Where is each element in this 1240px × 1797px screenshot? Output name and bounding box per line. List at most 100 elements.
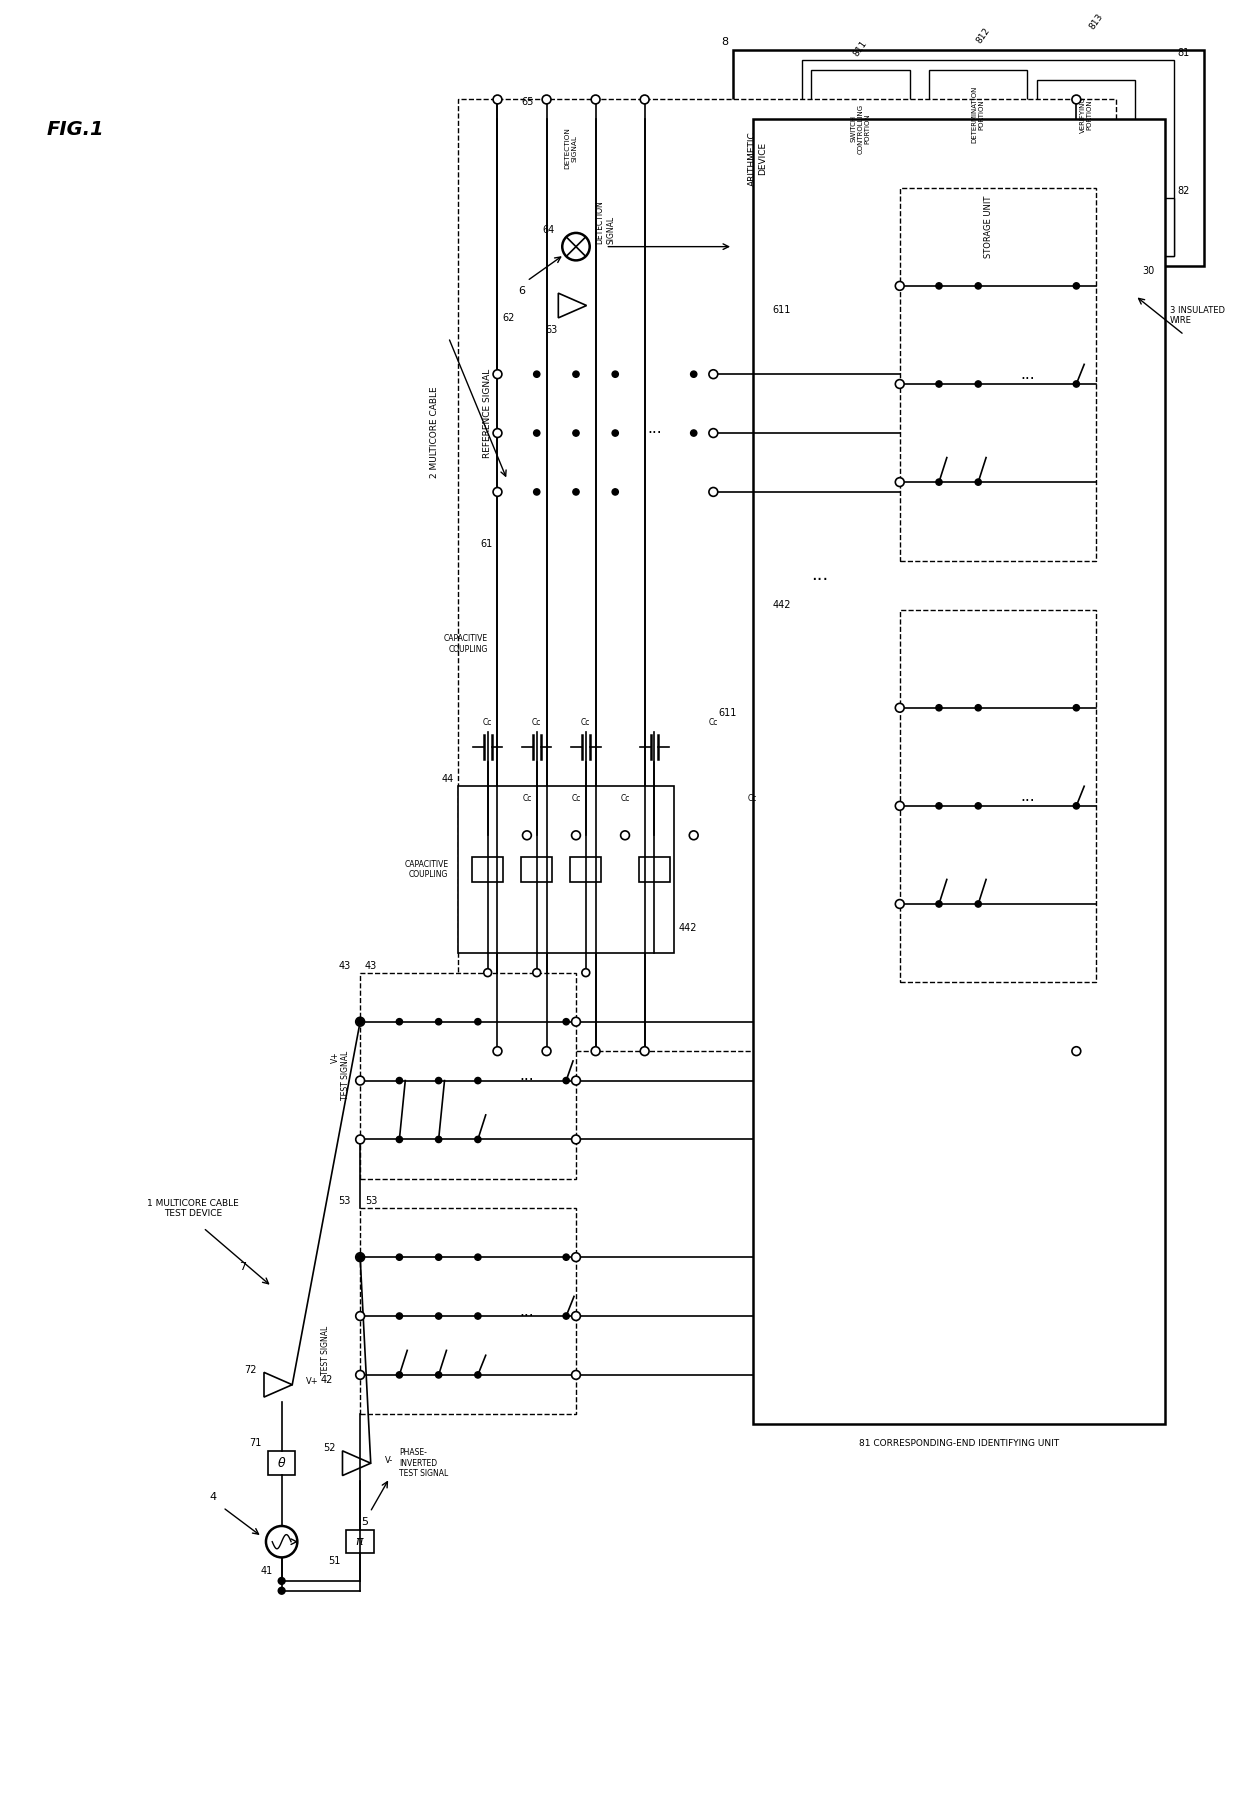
Circle shape	[621, 830, 630, 839]
Text: V+
TEST SIGNAL: V+ TEST SIGNAL	[331, 1051, 351, 1100]
Circle shape	[563, 1019, 569, 1024]
Text: 41: 41	[260, 1567, 273, 1576]
Text: 42: 42	[321, 1375, 334, 1385]
Text: 65: 65	[521, 97, 533, 108]
Text: DETECTION
SIGNAL: DETECTION SIGNAL	[564, 128, 578, 169]
Text: 811: 811	[852, 40, 869, 58]
Bar	[929, 70, 1027, 158]
Text: 812: 812	[975, 27, 992, 45]
Text: 63: 63	[546, 325, 558, 334]
Circle shape	[484, 969, 491, 976]
Bar	[511, 633, 543, 656]
Text: CAPACITIVE
COUPLING: CAPACITIVE COUPLING	[444, 634, 487, 654]
Bar	[268, 1452, 295, 1475]
Text: Cc: Cc	[708, 719, 718, 728]
Circle shape	[572, 1371, 580, 1380]
Circle shape	[265, 1526, 298, 1558]
Text: ARITHMETIC
DEVICE: ARITHMETIC DEVICE	[748, 131, 768, 185]
Bar	[459, 99, 1116, 1051]
Circle shape	[613, 429, 619, 437]
Circle shape	[563, 1314, 569, 1319]
Circle shape	[975, 704, 981, 712]
Bar	[639, 857, 670, 882]
Text: DETERMINATION
PORTION: DETERMINATION PORTION	[972, 86, 985, 144]
Text: 813: 813	[1087, 11, 1105, 31]
Circle shape	[533, 370, 539, 377]
Text: $\pi$: $\pi$	[356, 1535, 365, 1549]
Text: 52: 52	[324, 1443, 336, 1454]
Circle shape	[435, 1371, 441, 1378]
Bar	[521, 857, 553, 882]
Text: 81 CORRESPONDING-END IDENTIFYING UNIT: 81 CORRESPONDING-END IDENTIFYING UNIT	[858, 1439, 1059, 1448]
Circle shape	[572, 1312, 580, 1321]
Circle shape	[691, 370, 697, 377]
Circle shape	[533, 969, 541, 976]
Text: ...: ...	[520, 1303, 534, 1319]
Circle shape	[1071, 1046, 1081, 1055]
Text: 5: 5	[362, 1517, 368, 1527]
Circle shape	[895, 478, 904, 487]
Circle shape	[640, 1046, 649, 1055]
Circle shape	[563, 1078, 569, 1084]
Circle shape	[278, 1578, 285, 1585]
Circle shape	[278, 1587, 285, 1594]
Circle shape	[397, 1078, 403, 1084]
Text: TEST SIGNAL: TEST SIGNAL	[321, 1326, 330, 1375]
Text: FIG.1: FIG.1	[46, 120, 104, 138]
Text: Cc: Cc	[748, 794, 758, 803]
Text: SWITCH
CONTROLLING
PORTION: SWITCH CONTROLLING PORTION	[851, 104, 870, 155]
Circle shape	[895, 379, 904, 388]
Text: 62: 62	[502, 313, 515, 323]
Circle shape	[494, 1046, 502, 1055]
Circle shape	[1073, 803, 1080, 809]
Text: 43: 43	[339, 961, 351, 970]
Circle shape	[475, 1371, 481, 1378]
Text: DETECTION
SIGNAL: DETECTION SIGNAL	[595, 199, 615, 244]
Circle shape	[522, 830, 532, 839]
Circle shape	[542, 95, 551, 104]
Circle shape	[475, 1019, 481, 1024]
Text: 611: 611	[718, 708, 737, 717]
Circle shape	[936, 704, 942, 712]
Text: V-: V-	[384, 1456, 393, 1465]
Text: 6: 6	[518, 286, 526, 297]
Text: ...: ...	[1021, 789, 1034, 803]
Circle shape	[475, 1254, 481, 1260]
Bar	[801, 198, 1174, 257]
Circle shape	[1073, 282, 1080, 289]
Circle shape	[533, 489, 539, 494]
Circle shape	[975, 381, 981, 386]
Circle shape	[709, 429, 718, 437]
Bar	[472, 857, 503, 882]
Text: Cc: Cc	[572, 794, 580, 803]
Text: 64: 64	[542, 225, 554, 235]
Circle shape	[936, 900, 942, 907]
Circle shape	[397, 1254, 403, 1260]
Bar	[360, 1208, 577, 1414]
Circle shape	[895, 703, 904, 712]
Circle shape	[357, 1019, 363, 1024]
Bar	[497, 325, 713, 532]
Text: 442: 442	[773, 600, 791, 609]
Text: 51: 51	[329, 1556, 341, 1567]
Circle shape	[582, 969, 590, 976]
Circle shape	[475, 1314, 481, 1319]
Circle shape	[562, 234, 590, 261]
Circle shape	[397, 1136, 403, 1143]
Circle shape	[975, 282, 981, 289]
Circle shape	[494, 487, 502, 496]
Text: ...: ...	[647, 420, 662, 435]
Circle shape	[1073, 704, 1080, 712]
Bar	[733, 50, 1204, 266]
Circle shape	[936, 282, 942, 289]
Text: 3 INSULATED
WIRE: 3 INSULATED WIRE	[1169, 305, 1225, 325]
Text: ...: ...	[520, 1067, 534, 1084]
Circle shape	[356, 1371, 365, 1380]
Circle shape	[691, 429, 697, 437]
Text: 4: 4	[210, 1493, 217, 1502]
Circle shape	[357, 1254, 363, 1261]
Text: VERIFYING
PORTION: VERIFYING PORTION	[1080, 95, 1092, 133]
Text: 82: 82	[1178, 185, 1189, 196]
Text: 72: 72	[244, 1366, 257, 1375]
Circle shape	[895, 282, 904, 291]
